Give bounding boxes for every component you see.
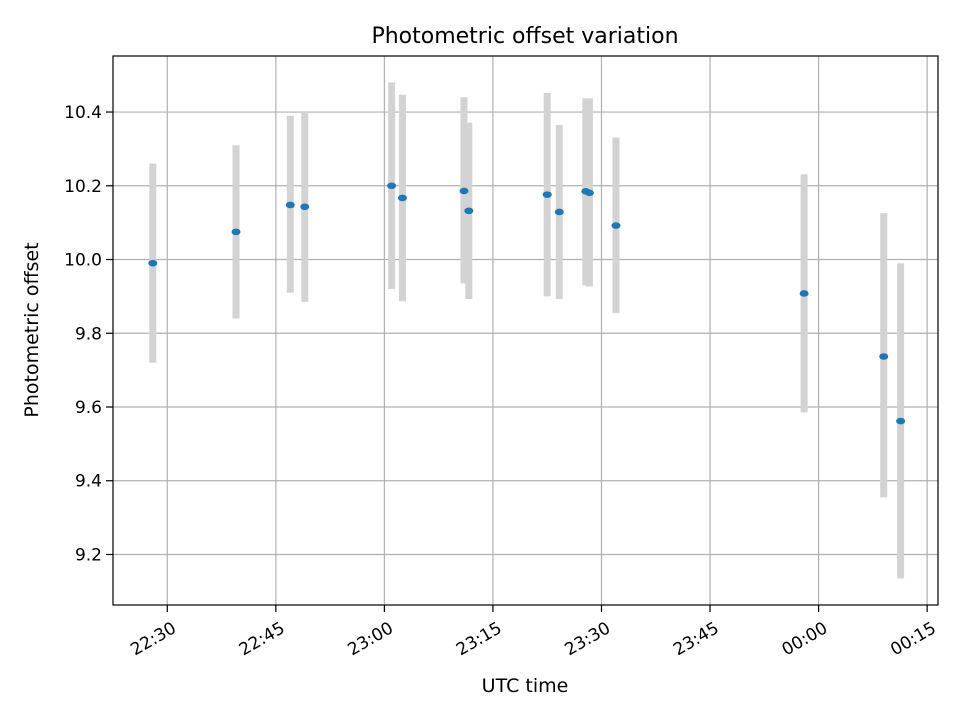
y-tick-label: 10.0 <box>64 251 102 271</box>
data-point <box>397 194 407 202</box>
grid-lines <box>113 56 938 605</box>
data-point <box>285 201 295 209</box>
y-tick-label: 10.2 <box>64 177 102 197</box>
y-tick-label: 9.6 <box>75 398 102 418</box>
chart-title: Photometric offset variation <box>371 24 678 49</box>
data-point <box>896 417 906 425</box>
y-axis-label: Photometric offset <box>21 242 43 417</box>
y-tick-label: 9.4 <box>75 472 102 492</box>
data-point <box>879 353 889 360</box>
data-point <box>799 290 809 297</box>
data-point <box>542 191 552 198</box>
plot-frame <box>112 55 939 606</box>
y-tick-label: 9.2 <box>75 545 102 565</box>
data-point <box>459 187 469 195</box>
data-point <box>300 203 310 211</box>
data-point <box>464 207 474 215</box>
y-tick-label: 10.4 <box>64 103 102 123</box>
data-point <box>584 189 594 197</box>
data-point <box>387 182 397 190</box>
data-point <box>554 208 564 216</box>
data-points <box>148 182 906 425</box>
x-axis-label: UTC time <box>482 675 569 697</box>
y-axis-ticks: 9.2 9.4 9.6 9.8 10.0 10.2 10.4 <box>64 103 113 565</box>
data-point <box>231 228 241 236</box>
y-tick-label: 9.8 <box>75 324 102 344</box>
data-point <box>148 259 158 267</box>
data-point <box>611 222 621 229</box>
